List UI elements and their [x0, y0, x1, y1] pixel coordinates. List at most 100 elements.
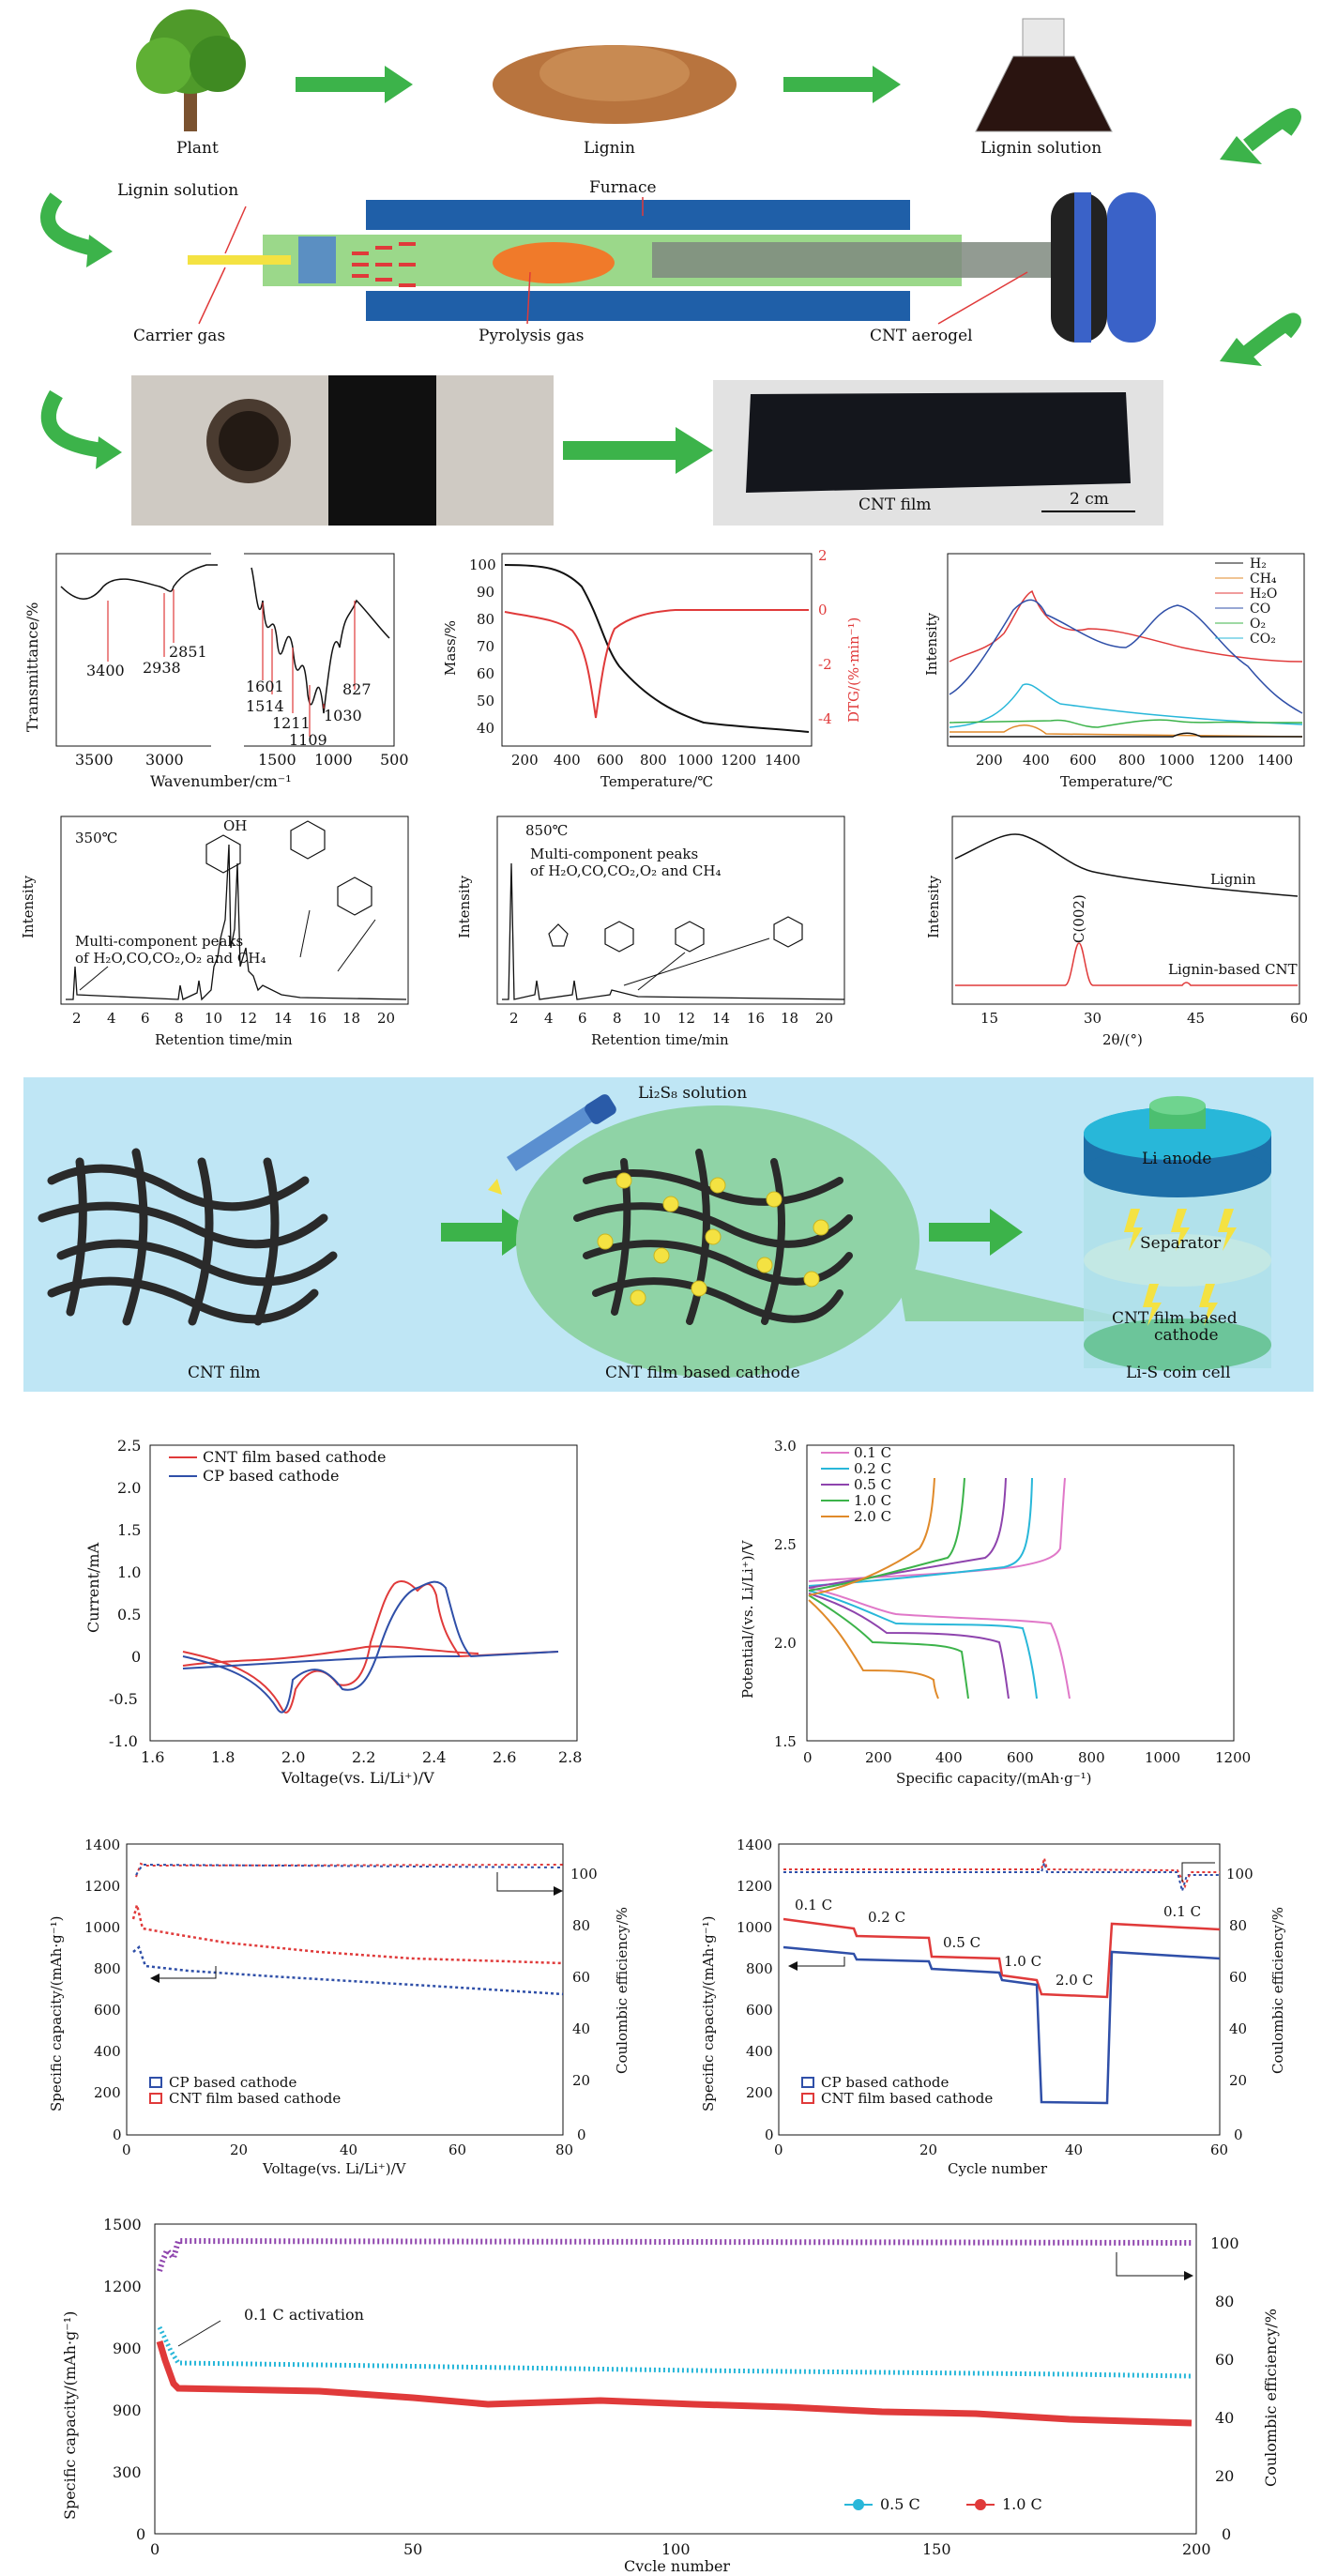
y-axis-label: Current/mA	[84, 1542, 102, 1633]
co-curve	[949, 599, 1303, 714]
ftir-peak: 1030	[324, 707, 362, 724]
y-tick: 0	[136, 2525, 145, 2543]
y-tick: 0	[131, 1648, 141, 1666]
y-axis-label: Transmittance/%	[23, 602, 41, 732]
x-tick: 400	[935, 1749, 963, 1766]
y-axis-label: Specific capacity/(mAh·g⁻¹)	[700, 1916, 717, 2112]
y-axis-label: Intensity	[923, 612, 940, 676]
label-li-anode: Li anode	[1142, 1150, 1211, 1168]
y-tick: 1200	[103, 2278, 142, 2295]
gcms-title: 850℃	[525, 822, 568, 839]
y-tick: 200	[94, 2084, 121, 2101]
profile-0.5C	[808, 1477, 1010, 1700]
x-tick: 0	[803, 1749, 813, 1766]
y2-axis-label: DTG/(%·min⁻¹)	[845, 617, 862, 723]
ftir-peak: 2938	[143, 659, 181, 677]
y2-tick: 80	[572, 1917, 590, 1934]
y2-tick: 60	[1229, 1969, 1247, 1986]
x-tick: 1.8	[211, 1748, 235, 1766]
x-tick: 6	[578, 1010, 587, 1027]
label-lignin-solution-inlet: Lignin solution	[117, 181, 239, 200]
ftir-peak: 827	[342, 680, 372, 698]
label-carrier-gas: Carrier gas	[133, 327, 226, 345]
x-tick: 10	[643, 1010, 661, 1027]
profile-0.1C	[808, 1477, 1071, 1700]
legend-label: CNT film based cathode	[203, 1448, 386, 1466]
capacity-cp-curve	[132, 1944, 564, 1996]
cv-cnt-curve	[182, 1580, 559, 1714]
x-tick: 2.8	[558, 1748, 582, 1766]
capacity-1.0C-curve	[156, 2340, 1193, 2427]
x-tick: 600	[597, 752, 624, 769]
gcms-note: Multi-component peaks	[530, 846, 698, 862]
x-tick: 2.2	[352, 1748, 375, 1766]
y-tick: 1000	[84, 1919, 120, 1936]
legend-label: CO₂	[1250, 632, 1276, 647]
dropper-icon	[488, 1094, 616, 1195]
dtg-curve	[504, 609, 809, 719]
lignin-xrd-curve	[954, 833, 1299, 897]
profile-1.0C	[808, 1477, 969, 1700]
x-axis-label: Retention time/min	[591, 1031, 729, 1048]
y-tick: 60	[477, 665, 494, 682]
furnace-bottom	[366, 291, 910, 321]
x-tick: 40	[1065, 2142, 1083, 2158]
molecule-structure	[205, 820, 372, 916]
x-tick: 1200	[1208, 752, 1244, 769]
y2-tick: 20	[1229, 2072, 1247, 2089]
y-tick: 70	[477, 638, 494, 655]
y-tick: 1500	[103, 2216, 142, 2233]
x-tick: 2	[509, 1010, 519, 1027]
y-tick: 600	[94, 2002, 121, 2019]
x-tick: 45	[1187, 1010, 1205, 1027]
x-tick: 8	[175, 1010, 184, 1027]
x-tick: 16	[309, 1010, 327, 1027]
ce-curve	[157, 2237, 1193, 2272]
rate-label: 1.0 C	[1004, 1953, 1041, 1970]
y-tick: 2.5	[117, 1437, 141, 1455]
y-axis-label: Mass/%	[442, 620, 459, 676]
x-tick: 60	[448, 2142, 466, 2158]
x-tick: 800	[1078, 1749, 1105, 1766]
y2-tick: 60	[1215, 2351, 1234, 2369]
legend-label: 1.0 C	[854, 1492, 891, 1509]
x-tick: 14	[274, 1010, 292, 1027]
x-tick: 2	[72, 1010, 82, 1027]
rate-label: 0.1 C	[1163, 1903, 1201, 1920]
ftir-chart: 3400 2938 2851 1601 1514 1211 1109 1030 …	[23, 549, 409, 790]
y2-tick: 80	[1229, 1917, 1247, 1934]
y-tick: 900	[113, 2340, 142, 2357]
y-tick: 2.5	[774, 1536, 797, 1553]
y-tick: 1200	[737, 1878, 772, 1895]
roller-image	[1051, 192, 1156, 343]
ce-cnt-curve	[783, 1857, 1220, 1889]
x-tick: 150	[922, 2540, 951, 2558]
y-axis-label: Intensity	[925, 875, 942, 938]
x-tick: 0	[774, 2142, 783, 2158]
gcms-oh: OH	[223, 817, 247, 834]
process-schematic	[40, 9, 1301, 526]
ftir-peak: 1109	[289, 731, 327, 749]
capacity-cnt-curve	[131, 1904, 564, 1965]
ce-cp-curve	[783, 1859, 1220, 1895]
y-axis-label: Specific capacity/(mAh·g⁻¹)	[61, 2311, 79, 2520]
x-tick: 20	[377, 1010, 395, 1027]
legend-label: CNT film based cathode	[821, 2090, 993, 2107]
profile-2.0C	[808, 1477, 939, 1700]
molecule-structure	[548, 916, 803, 953]
x-tick: 1500	[258, 751, 296, 769]
label-lignin: Lignin	[584, 139, 635, 158]
y2-tick: 80	[1215, 2293, 1234, 2310]
cnt-network	[38, 1148, 338, 1326]
rate-label: 0.2 C	[868, 1909, 905, 1926]
x-tick: 12	[239, 1010, 257, 1027]
y-tick: 40	[477, 720, 494, 737]
label-cell-cathode: cathode	[1154, 1326, 1219, 1345]
x-tick: 400	[554, 752, 581, 769]
legend-label: 0.5 C	[854, 1476, 891, 1493]
x-tick: 18	[342, 1010, 360, 1027]
x-tick: 3000	[145, 751, 184, 769]
x-tick: 1000	[1145, 1749, 1180, 1766]
green-arrow	[929, 1209, 1023, 1256]
capacity-cnt-curve	[782, 1917, 1221, 1999]
